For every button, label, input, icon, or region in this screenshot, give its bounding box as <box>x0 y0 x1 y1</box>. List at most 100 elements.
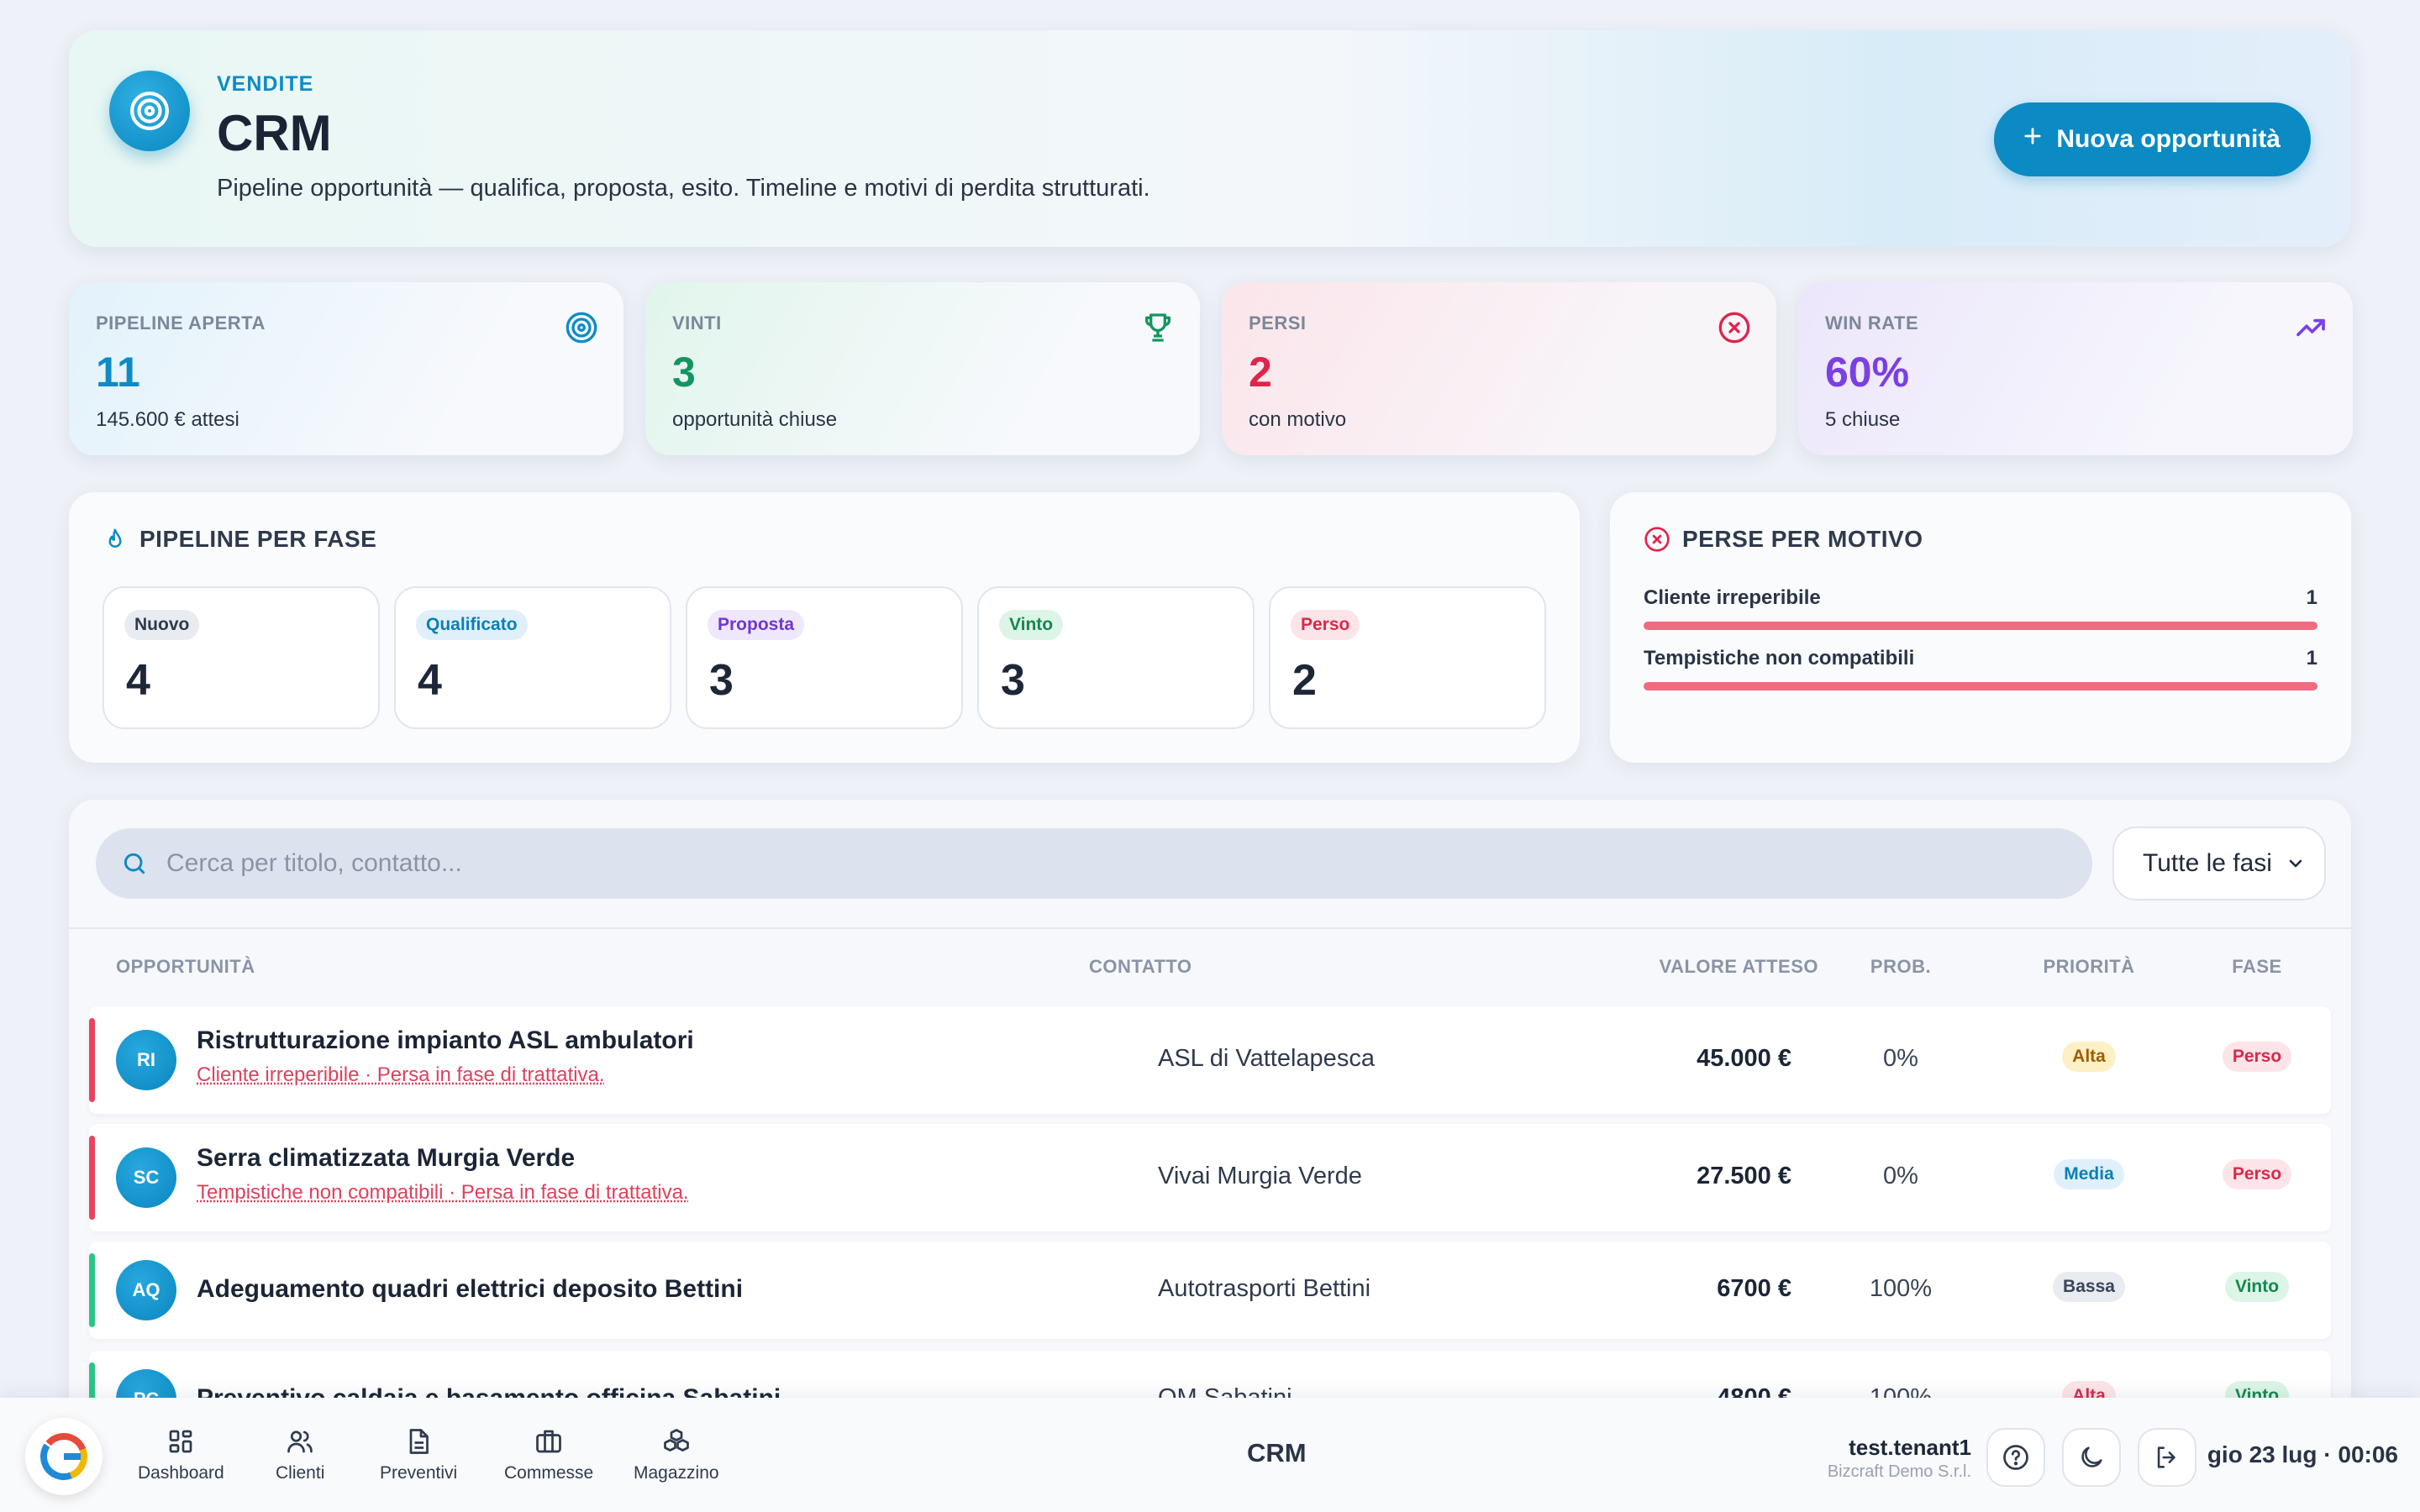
phase-filter-select[interactable]: Tutte le fasi <box>2112 827 2326 900</box>
kpi-value: 60% <box>1825 349 1910 396</box>
help-icon <box>2003 1445 2028 1470</box>
section-eyebrow: VENDITE <box>217 72 314 96</box>
x-circle-icon <box>1644 527 1670 552</box>
kpi-sub: 5 chiuse <box>1825 408 1901 431</box>
avatar: RI <box>116 1030 176 1090</box>
column-header-phase[interactable]: FASE <box>2232 956 2282 977</box>
phase-card-qualificato[interactable]: Qualificato 4 <box>394 586 671 729</box>
loss-note: Tempistiche non compatibili · Persa in f… <box>197 1181 689 1204</box>
bottom-navigation-bar: Dashboard Clienti Preventivi Commesse Ma… <box>0 1398 2420 1512</box>
panel-title: PERSE PER MOTIVO <box>1682 526 1923 552</box>
kpi-value: 2 <box>1249 349 1272 396</box>
x-circle-icon <box>1718 312 1750 344</box>
expected-value: 6700 € <box>1717 1275 1791 1302</box>
column-header-value[interactable]: VALORE ATTESO <box>1659 956 1818 977</box>
phase-count: 4 <box>418 656 442 705</box>
phase-filter-value: Tutte le fasi <box>2143 849 2272 877</box>
page-title: CRM <box>217 105 332 161</box>
avatar: AQ <box>116 1260 176 1320</box>
pipeline-by-phase-panel: PIPELINE PER FASE Nuovo 4 Qualificato 4 … <box>69 492 1580 763</box>
target-icon <box>566 312 597 344</box>
phase-badge: Perso <box>2222 1159 2292 1189</box>
column-header-prob[interactable]: PROB. <box>1870 956 1932 977</box>
probability: 100% <box>1869 1275 1933 1302</box>
phase-card-proposta[interactable]: Proposta 3 <box>686 586 963 729</box>
help-button[interactable] <box>1986 1428 2045 1487</box>
dark-mode-toggle[interactable] <box>2062 1428 2121 1487</box>
nav-dashboard[interactable]: Dashboard <box>138 1426 224 1483</box>
probability: 0% <box>1883 1163 1918 1189</box>
phase-count: 4 <box>126 656 150 705</box>
current-section-title: CRM <box>1247 1438 1307 1467</box>
nav-label: Magazzino <box>634 1463 719 1483</box>
nav-label: Preventivi <box>380 1463 458 1483</box>
table-row[interactable]: SC Serra climatizzata Murgia Verde Tempi… <box>89 1124 2331 1231</box>
priority-badge: Media <box>2054 1159 2124 1189</box>
phase-count: 3 <box>709 656 734 705</box>
briefcase-icon <box>536 1430 561 1453</box>
phase-badge: Qualificato <box>416 610 528 640</box>
loss-reason-row: Tempistiche non compatibili 1 <box>1644 647 2317 690</box>
column-header-opportunity[interactable]: OPPORTUNITÀ <box>116 956 255 977</box>
priority-badge: Bassa <box>2053 1272 2125 1302</box>
table-row[interactable]: AQ Adeguamento quadri elettrici deposito… <box>89 1242 2331 1339</box>
nav-clienti[interactable]: Clienti <box>276 1426 324 1483</box>
expected-value: 45.000 € <box>1697 1045 1791 1072</box>
loss-reason-bar <box>1644 622 2317 630</box>
users-icon <box>287 1431 313 1453</box>
opportunity-title[interactable]: Ristrutturazione impianto ASL ambulatori <box>197 1026 694 1054</box>
table-divider <box>69 927 2351 929</box>
date-time: gio 23 lug · 00:06 <box>2207 1441 2398 1467</box>
column-header-priority[interactable]: PRIORITÀ <box>2043 956 2135 977</box>
column-header-contact[interactable]: CONTATTO <box>1089 956 1192 977</box>
plus-icon <box>2021 124 2044 155</box>
phase-badge: Proposta <box>708 610 805 640</box>
contact-name: ASL di Vattelapesca <box>1158 1045 1375 1072</box>
row-accent <box>89 1018 95 1102</box>
loss-reason-row: Cliente irreperibile 1 <box>1644 586 2317 630</box>
row-accent <box>89 1253 95 1327</box>
kpi-sub: opportunità chiuse <box>672 408 838 431</box>
loss-reason-count: 1 <box>2306 647 2317 669</box>
user-info[interactable]: test.tenant1 Bizcraft Demo S.r.l. <box>1828 1435 1971 1482</box>
logout-icon <box>2157 1446 2175 1468</box>
opportunity-title[interactable]: Adeguamento quadri elettrici deposito Be… <box>197 1275 744 1303</box>
nav-commesse[interactable]: Commesse <box>504 1426 593 1483</box>
phase-badge: Vinto <box>2224 1272 2290 1302</box>
expected-value: 27.500 € <box>1697 1163 1791 1189</box>
search-input[interactable] <box>166 849 2015 878</box>
nav-magazzino[interactable]: Magazzino <box>634 1426 719 1483</box>
kpi-value: 11 <box>96 349 140 396</box>
grid-icon <box>170 1430 192 1453</box>
search-icon <box>124 853 145 874</box>
panel-title: PIPELINE PER FASE <box>139 526 377 552</box>
kpi-label: WIN RATE <box>1825 312 1919 333</box>
target-icon <box>109 71 190 151</box>
logout-button[interactable] <box>2138 1428 2196 1487</box>
kpi-won: VINTI 3 opportunità chiuse <box>645 282 1200 455</box>
new-opportunity-label: Nuova opportunità <box>2056 125 2281 153</box>
opportunity-title[interactable]: Serra climatizzata Murgia Verde <box>197 1144 576 1172</box>
chevron-down-icon <box>2289 859 2302 868</box>
contact-name: Vivai Murgia Verde <box>1158 1163 1362 1189</box>
app-logo[interactable] <box>25 1418 103 1495</box>
page-subtitle: Pipeline opportunità — qualifica, propos… <box>217 175 1150 202</box>
kpi-sub: 145.600 € attesi <box>96 408 239 431</box>
kpi-win-rate: WIN RATE 60% 5 chiuse <box>1798 282 2353 455</box>
organization-name: Bizcraft Demo S.r.l. <box>1827 1462 1971 1481</box>
page-header: VENDITE CRM Pipeline opportunità — quali… <box>69 30 2351 247</box>
nav-preventivi[interactable]: Preventivi <box>380 1426 457 1483</box>
phase-badge: Perso <box>2222 1042 2292 1072</box>
row-accent <box>89 1136 95 1220</box>
document-icon <box>409 1429 429 1454</box>
new-opportunity-button[interactable]: Nuova opportunità <box>1994 102 2311 176</box>
phase-badge: Vinto <box>999 610 1064 640</box>
phase-card-nuovo[interactable]: Nuovo 4 <box>103 586 380 729</box>
nav-label: Commesse <box>504 1463 594 1483</box>
search-bar[interactable] <box>96 828 2092 899</box>
phase-badge: Perso <box>1291 610 1360 640</box>
phase-card-perso[interactable]: Perso 2 <box>1269 586 1546 729</box>
loss-reason-count: 1 <box>2306 586 2317 609</box>
table-row[interactable]: RI Ristrutturazione impianto ASL ambulat… <box>89 1006 2331 1114</box>
phase-card-vinto[interactable]: Vinto 3 <box>977 586 1255 729</box>
